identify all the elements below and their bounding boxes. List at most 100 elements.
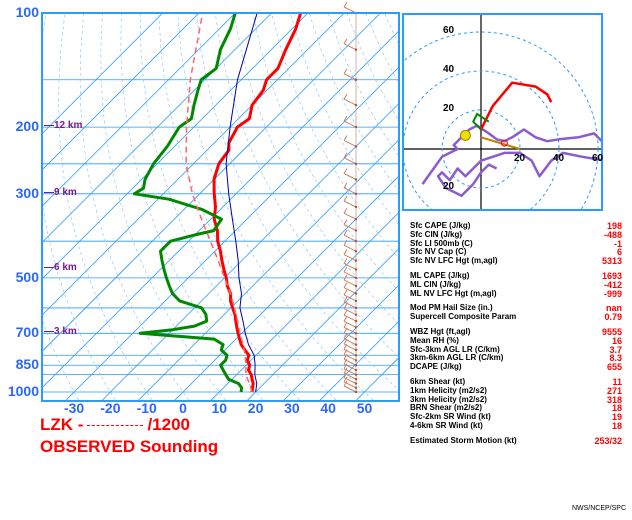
param-row: Sfc CIN (J/kg) -488 xyxy=(410,229,626,240)
wind-barb-base xyxy=(354,386,358,390)
param-label: Sfc CIN (J/kg) xyxy=(410,229,463,239)
param-label: ML CAPE (J/kg) xyxy=(410,270,470,280)
hodograph-ring-label: 20 xyxy=(443,103,455,114)
wind-barb-base xyxy=(354,332,358,335)
hodograph-ring-label: 60 xyxy=(443,25,455,36)
wind-barb-base xyxy=(354,364,358,367)
wind-barb xyxy=(343,363,357,371)
wind-barb xyxy=(343,372,357,380)
dry-adiabat xyxy=(158,13,337,401)
wind-barb xyxy=(343,308,357,316)
wind-barb xyxy=(343,173,357,180)
wind-barb-base xyxy=(354,145,358,148)
credit-text: NWS/NCEP/SPC xyxy=(571,505,626,512)
wind-barb-flag xyxy=(343,239,348,246)
param-row: Sfc CAPE (J/kg) 198 xyxy=(410,221,626,231)
param-value: 198 xyxy=(606,221,622,231)
hodograph-frame xyxy=(402,13,603,211)
wind-barb xyxy=(343,332,357,340)
wind-barb-flag xyxy=(343,266,348,273)
wind-barb-base xyxy=(354,306,358,310)
height-marker: —9 km xyxy=(44,186,77,198)
parcel-trace xyxy=(185,13,253,393)
wind-barb-base xyxy=(354,205,358,209)
wind-barb-flag xyxy=(343,135,348,141)
wind-barb-base xyxy=(354,103,358,107)
wind-barb xyxy=(343,358,357,366)
wind-barb-flag xyxy=(343,303,348,309)
temperature-tick-label: 50 xyxy=(356,400,373,416)
wind-barb-flag xyxy=(343,358,348,365)
redacted-date xyxy=(87,425,144,427)
wind-barb-base xyxy=(354,78,358,81)
param-value: 16 xyxy=(611,335,622,346)
hodograph-trace xyxy=(421,124,603,198)
wind-barb-base xyxy=(354,299,358,303)
station-title: LZK - /1200 xyxy=(40,415,190,435)
hodograph-ring-label: 40 xyxy=(443,64,455,75)
wind-barb xyxy=(343,279,357,287)
wind-barb-flag xyxy=(343,219,348,225)
hodograph-ring xyxy=(402,70,560,211)
temperature-tick-label: 0 xyxy=(179,400,187,416)
param-label: Sfc-2km SR Wind (kt) xyxy=(410,412,491,422)
shear-vector xyxy=(480,136,521,150)
param-label: WBZ Hgt (ft,agl) xyxy=(410,326,471,336)
bunkers-right-mover xyxy=(459,129,471,141)
isotherm xyxy=(42,13,272,244)
pressure-label: 300 xyxy=(15,184,39,201)
param-label: 1km Helicity (m2/s2) xyxy=(410,385,487,395)
param-value: -1 xyxy=(613,238,622,249)
wind-barb-base xyxy=(354,239,358,243)
wind-barb-flag xyxy=(343,258,348,264)
param-value: 655 xyxy=(606,362,622,373)
wind-barb xyxy=(343,244,357,252)
param-row: Sfc NV Cap (C) 6 xyxy=(410,247,626,257)
wind-barb xyxy=(343,348,357,356)
param-value: 0.79 xyxy=(604,312,622,323)
param-value: 8.3 xyxy=(609,353,622,364)
param-row: ML CIN (J/kg) -412 xyxy=(410,280,626,290)
wind-barb-base xyxy=(354,348,358,352)
param-value: nan xyxy=(605,303,622,314)
wind-barb-base xyxy=(354,125,358,129)
dry-adiabat xyxy=(42,318,79,401)
wind-barb xyxy=(343,385,357,393)
param-label: Sfc-3km AGL LR (C/km) xyxy=(410,344,500,354)
pressure-label: 850 xyxy=(15,356,39,373)
param-row: Sfc-3km AGL LR (C/km) 3.7 xyxy=(410,344,626,355)
wind-barb-base xyxy=(354,268,358,271)
wind-barb-base xyxy=(354,249,358,253)
param-row: Estimated Storm Motion (kt) 253/32 xyxy=(410,436,626,446)
temperature-tick-label: -30 xyxy=(63,400,85,416)
wind-barb-flag xyxy=(343,380,348,387)
param-row: ML CAPE (J/kg) 1693 xyxy=(410,270,626,281)
station-id: LZK - xyxy=(40,415,84,434)
wind-barb-flag xyxy=(343,249,348,255)
isotherm xyxy=(210,211,399,401)
isotherm xyxy=(42,13,309,280)
wind-barb xyxy=(343,212,357,220)
isotherm xyxy=(42,13,163,135)
wind-barb xyxy=(343,343,357,351)
pressure-label: 100 xyxy=(15,4,39,20)
wind-barb-base xyxy=(354,343,358,346)
wind-barb-flag xyxy=(343,38,348,44)
wind-barb xyxy=(343,157,357,165)
wind-barb xyxy=(343,294,357,302)
wind-barb xyxy=(343,43,357,51)
wind-barb-flag xyxy=(343,296,348,303)
wind-barb xyxy=(343,254,357,262)
param-row: Sfc NV LFC Hgt (m,agl) 5313 xyxy=(410,256,626,266)
pressure-label: 200 xyxy=(15,118,39,135)
parameter-table: Sfc CAPE (J/kg) 198 Sfc CIN (J/kg) -488 Sfc … xyxy=(410,221,626,446)
param-value: 3.7 xyxy=(609,344,622,355)
wind-barb xyxy=(343,234,357,242)
pressure-label: 700 xyxy=(15,324,39,341)
wind-barb-flag xyxy=(343,207,348,214)
dry-adiabat xyxy=(120,13,263,401)
wind-barb xyxy=(343,320,357,328)
wind-barb xyxy=(343,314,357,322)
temperature-trace xyxy=(212,13,303,393)
